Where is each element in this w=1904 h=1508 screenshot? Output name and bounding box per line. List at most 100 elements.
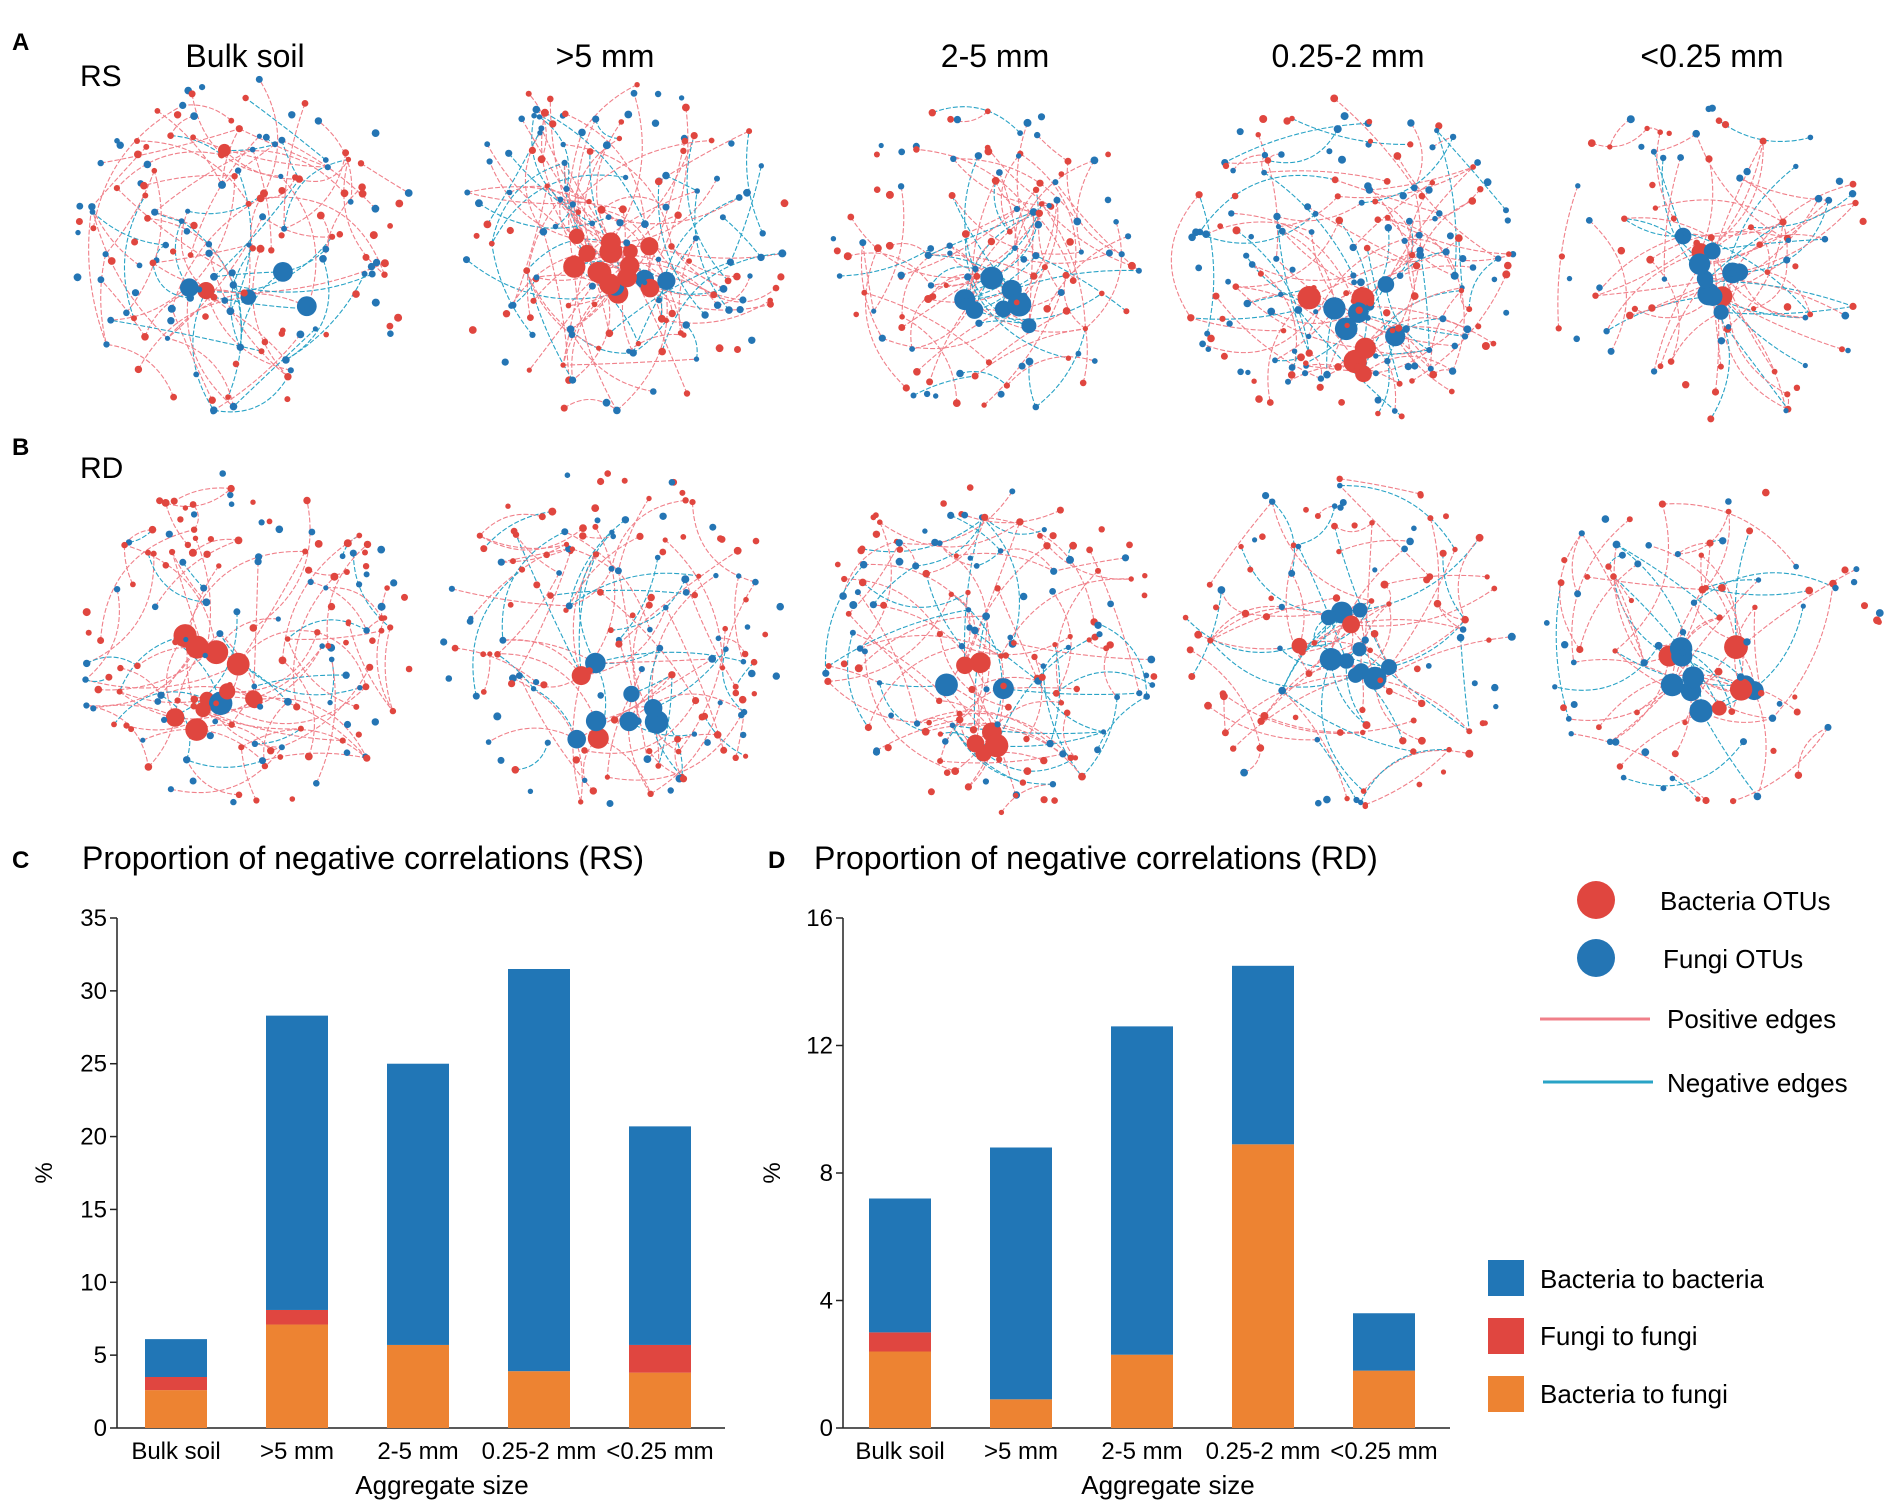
bacteria-otu-node bbox=[1052, 642, 1058, 648]
bacteria-otu-node bbox=[1336, 729, 1344, 736]
fungi-otu-node bbox=[319, 254, 327, 263]
fungi-otu-node bbox=[1570, 659, 1577, 666]
positive-edge bbox=[262, 752, 367, 762]
positive-edge bbox=[1598, 674, 1746, 728]
fungi-otu-node bbox=[1848, 190, 1857, 198]
bacteria-otu-node bbox=[369, 637, 376, 644]
bacteria-otu-node bbox=[213, 700, 220, 707]
y-tick-label: 5 bbox=[94, 1342, 107, 1369]
fungi-otu-node bbox=[278, 173, 284, 179]
bacteria-otu-node bbox=[353, 703, 360, 710]
fungi-otu-node bbox=[1491, 683, 1499, 692]
bacteria-otu-node bbox=[314, 540, 323, 548]
fungi-otu-node bbox=[651, 119, 660, 127]
fungi-otu-node bbox=[1272, 357, 1278, 364]
positive-edge bbox=[1375, 200, 1413, 256]
fungi-otu-node bbox=[585, 710, 607, 732]
bacteria-otu-node bbox=[1506, 251, 1512, 257]
positive-edge bbox=[224, 149, 300, 180]
fungi-otu-node bbox=[499, 636, 507, 644]
bacteria-otu-node bbox=[544, 183, 550, 189]
bacteria-otu-node bbox=[680, 534, 687, 540]
positive-edge bbox=[1750, 226, 1770, 273]
fungi-otu-node bbox=[974, 152, 983, 160]
bacteria-otu-node bbox=[1477, 186, 1484, 193]
fungi-otu-node bbox=[339, 553, 346, 560]
bacteria-otu-node bbox=[1395, 324, 1403, 332]
bacteria-otu-node bbox=[278, 656, 287, 665]
negative-edge bbox=[665, 175, 698, 192]
positive-edge bbox=[595, 658, 713, 664]
bacteria-otu-node bbox=[1351, 522, 1358, 529]
bacteria-otu-node bbox=[1793, 384, 1801, 391]
fungi-otu-node bbox=[1078, 249, 1084, 255]
bacteria-otu-node bbox=[777, 273, 785, 281]
bacteria-otu-node bbox=[82, 608, 91, 617]
negative-edge bbox=[526, 270, 574, 381]
fungi-otu-node bbox=[561, 528, 569, 536]
bacteria-otu-node bbox=[156, 497, 164, 505]
bacteria-otu-node bbox=[1418, 699, 1426, 708]
bacteria-otu-node bbox=[268, 247, 275, 254]
fungi-otu-node bbox=[1372, 370, 1379, 377]
bacteria-otu-node bbox=[1035, 209, 1044, 217]
bacteria-otu-node bbox=[226, 652, 250, 676]
bacteria-otu-node bbox=[1354, 337, 1376, 359]
fungi-otu-node bbox=[1248, 233, 1254, 240]
positive-edge bbox=[939, 634, 1009, 708]
positive-edge bbox=[137, 646, 239, 667]
fungi-otu-node bbox=[613, 406, 621, 415]
fungi-otu-node bbox=[849, 601, 858, 609]
negative-edge bbox=[991, 189, 1039, 279]
bacteria-otu-node bbox=[1616, 763, 1624, 770]
positive-edge bbox=[930, 213, 1040, 286]
positive-edge bbox=[610, 499, 686, 569]
positive-edge bbox=[221, 150, 345, 194]
positive-edge bbox=[320, 215, 330, 260]
positive-edge bbox=[1732, 727, 1829, 802]
fungi-otu-node bbox=[1645, 542, 1652, 549]
positive-edge bbox=[1308, 603, 1390, 674]
bacteria-otu-node bbox=[690, 132, 698, 140]
fungi-otu-node bbox=[229, 281, 237, 289]
bacteria-otu-node bbox=[734, 346, 741, 353]
bacteria-otu-node bbox=[1219, 315, 1226, 322]
bacteria-otu-node bbox=[1359, 706, 1366, 714]
bacteria-otu-node bbox=[1792, 263, 1799, 270]
fungi-otu-node bbox=[757, 253, 765, 262]
bacteria-otu-node bbox=[1783, 303, 1792, 311]
fungi-otu-node bbox=[1442, 248, 1450, 256]
negative-edge bbox=[951, 195, 1013, 291]
fungi-otu-node bbox=[1018, 362, 1026, 370]
bacteria-otu-node bbox=[1693, 239, 1701, 247]
positive-edge bbox=[193, 705, 343, 742]
fungi-otu-node bbox=[923, 390, 931, 398]
fungi-otu-node bbox=[1306, 333, 1312, 340]
bacteria-otu-node bbox=[1748, 224, 1754, 231]
bacteria-otu-node bbox=[1099, 290, 1105, 297]
positive-edge bbox=[1732, 202, 1856, 274]
bacteria-otu-node bbox=[597, 205, 606, 214]
fungi-otu-node bbox=[1650, 148, 1657, 155]
negative-edge bbox=[1035, 255, 1127, 312]
bacteria-otu-node bbox=[242, 94, 249, 102]
negative-edge bbox=[1055, 671, 1153, 694]
bacteria-otu-node bbox=[1751, 306, 1757, 312]
bacteria-otu-node bbox=[381, 271, 388, 278]
negative-edge bbox=[1195, 213, 1316, 244]
fungi-otu-node bbox=[1240, 768, 1248, 777]
bacteria-otu-node bbox=[362, 683, 370, 691]
positive-edge bbox=[317, 631, 367, 687]
fungi-otu-node bbox=[897, 271, 905, 279]
positive-edge bbox=[1700, 710, 1773, 723]
negative-edge bbox=[993, 180, 1011, 233]
fungi-otu-node bbox=[898, 148, 906, 156]
positive-edge bbox=[137, 296, 249, 370]
negative-edge bbox=[1333, 525, 1390, 668]
bacteria-otu-node bbox=[278, 187, 286, 195]
fungi-otu-node bbox=[1090, 156, 1099, 165]
fungi-otu-node bbox=[190, 112, 199, 120]
positive-edge bbox=[1429, 517, 1440, 604]
bacteria-otu-node bbox=[174, 697, 181, 704]
fungi-otu-node bbox=[287, 367, 294, 374]
